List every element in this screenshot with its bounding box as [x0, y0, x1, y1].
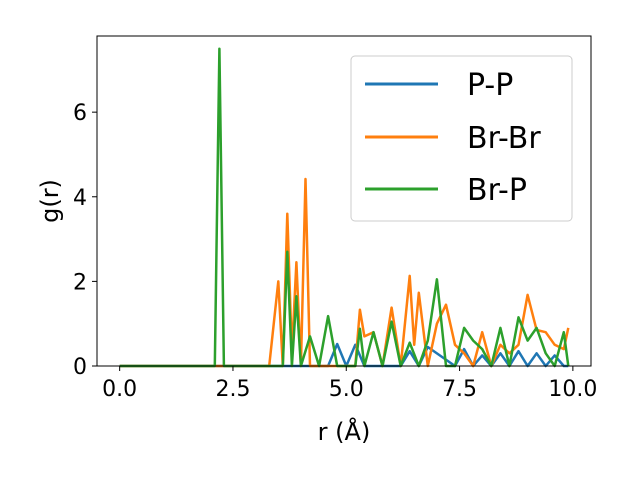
y-tick-label: 0 — [73, 355, 87, 380]
legend-box — [350, 55, 573, 222]
tick-layer: 0.0 2.5 5.0 7.5 10.0 0 2 4 6 — [73, 101, 597, 402]
legend-label-p-p: P-P — [467, 68, 513, 103]
y-tick-label: 4 — [73, 186, 87, 211]
x-tick-label: 2.5 — [215, 377, 250, 402]
legend-label-br-br: Br-Br — [467, 121, 541, 156]
y-tick-label: 6 — [73, 101, 87, 126]
y-axis-label: g(r) — [36, 179, 64, 223]
y-tick-label: 2 — [73, 270, 87, 295]
x-tick-label: 7.5 — [442, 377, 477, 402]
x-tick-label: 0.0 — [102, 377, 137, 402]
x-tick-label: 10.0 — [548, 377, 597, 402]
legend-label-br-p: Br-P — [467, 173, 527, 208]
legend: P-P Br-Br Br-P — [350, 55, 573, 222]
plot-frame — [96, 35, 592, 367]
x-axis-label: r (Å) — [318, 417, 371, 446]
series-line-br-br — [119, 177, 570, 368]
x-tick-label: 5.0 — [329, 377, 364, 402]
